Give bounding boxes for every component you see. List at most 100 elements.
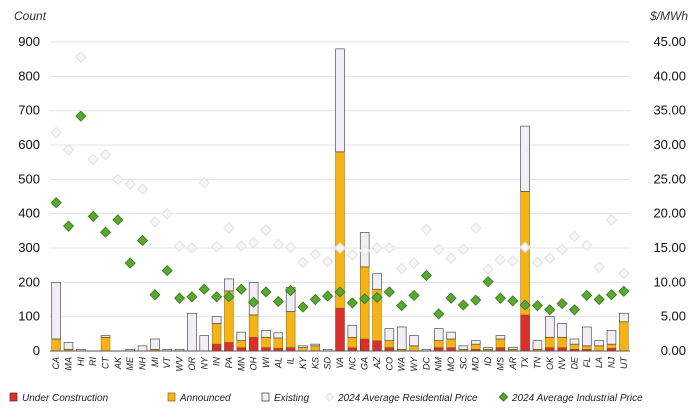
industrial-price-marker — [482, 276, 494, 288]
bar-existing — [520, 125, 530, 192]
bar-announced — [347, 337, 358, 348]
residential-price-marker — [568, 230, 581, 243]
residential-price-marker — [383, 242, 396, 254]
x-axis-category-labels: CA MA HI RI CT AK ME NH MI VT WV OR NY IN PA MN OH WI AL IL… — [51, 356, 629, 372]
residential-price-marker — [605, 213, 618, 226]
industrial-price-marker — [223, 291, 235, 303]
bar-existing — [532, 340, 543, 350]
industrial-price-marker — [248, 296, 260, 308]
legend-swatch — [324, 392, 335, 402]
residential-price-marker — [247, 236, 260, 249]
bar-announced — [619, 321, 629, 352]
bar-announced — [606, 343, 617, 349]
industrial-price-marker — [161, 265, 173, 277]
x-tick-label: OH — [249, 356, 259, 370]
y-tick-label-left: 200 — [18, 274, 40, 289]
industrial-price-marker — [470, 294, 482, 306]
y-tick-label-left: 800 — [18, 68, 40, 83]
y-axis-right-ticks: 0.00 5.00 10.00 15.00 20.00 25.00 30.00 35.00 40… — [653, 34, 686, 358]
industrial-price-marker — [359, 293, 371, 305]
residential-price-marker — [75, 51, 87, 63]
x-tick-label: AL — [273, 357, 283, 369]
residential-price-marker — [432, 243, 445, 256]
bar-existing — [569, 338, 580, 345]
industrial-price-marker — [149, 289, 161, 301]
x-tick-label: KY — [298, 356, 308, 369]
residential-price-marker — [173, 240, 186, 252]
x-tick-label: IN — [212, 356, 222, 366]
industrial-price-marker — [420, 269, 432, 282]
industrial-price-marker — [445, 292, 457, 304]
industrial-price-marker — [568, 304, 581, 316]
legend-label: Announced — [179, 393, 231, 404]
residential-price-marker — [112, 173, 124, 186]
bar-under-construction — [372, 340, 382, 352]
x-tick-label: FL — [582, 357, 592, 368]
bar-announced — [211, 323, 222, 345]
residential-price-marker — [321, 255, 334, 268]
industrial-price-marker — [235, 283, 247, 295]
x-tick-label: WY — [409, 356, 419, 371]
bar-existing — [63, 342, 74, 350]
bar-existing — [137, 345, 148, 352]
residential-price-marker — [198, 176, 211, 189]
x-tick-label: CT — [101, 356, 111, 369]
bar-existing — [310, 343, 321, 347]
industrial-price-marker — [309, 293, 321, 306]
y-tick-label-left: 400 — [18, 206, 40, 221]
residential-price-marker — [149, 216, 161, 228]
residential-price-marker — [346, 249, 359, 261]
bar-existing — [100, 335, 111, 338]
residential-price-marker — [580, 239, 593, 252]
x-tick-label: AZ — [372, 357, 382, 370]
y-tick-label-left: 500 — [18, 171, 40, 186]
industrial-price-marker — [581, 289, 593, 301]
industrial-price-marker — [136, 234, 149, 247]
bar-existing — [483, 347, 493, 350]
industrial-price-marker — [87, 210, 99, 222]
legend-swatch — [261, 392, 270, 402]
bar-announced — [285, 311, 296, 348]
bar-announced — [594, 345, 604, 352]
x-tick-label: MS — [495, 357, 505, 371]
residential-price-marker — [124, 178, 137, 190]
right-axis-label: $/MWh — [649, 9, 688, 23]
residential-price-marker — [556, 243, 568, 256]
residential-price-marker — [519, 241, 531, 254]
bar-existing — [372, 273, 382, 290]
x-tick-label: DE — [569, 356, 579, 369]
y-tick-label-right: 30.00 — [653, 137, 686, 152]
industrial-price-marker — [75, 110, 87, 122]
price-markers — [50, 51, 630, 320]
bar-under-construction — [545, 347, 555, 352]
x-tick-label: TX — [520, 356, 530, 368]
bar-existing — [199, 335, 209, 352]
x-tick-label: GA — [360, 357, 370, 370]
bar-existing — [495, 335, 506, 340]
x-tick-label: VT — [162, 356, 172, 369]
bar-existing — [619, 312, 629, 323]
bar-announced — [261, 337, 271, 348]
residential-price-marker — [593, 261, 605, 274]
x-tick-label: NC — [347, 357, 357, 370]
residential-price-marker — [617, 267, 630, 280]
legend: Under Construction Announced Existing 2024 … — [9, 392, 643, 404]
bar-existing — [335, 48, 345, 153]
industrial-price-marker — [272, 295, 284, 308]
residential-price-marker — [136, 183, 149, 195]
bar-announced — [409, 345, 419, 352]
y-tick-label-right: 20.00 — [653, 206, 686, 221]
industrial-price-marker — [396, 300, 408, 312]
residential-price-marker — [210, 240, 223, 253]
residential-price-marker — [395, 262, 408, 275]
bar-announced — [434, 340, 444, 348]
industrial-price-marker — [112, 214, 124, 226]
y-tick-label-left: 100 — [18, 309, 40, 324]
residential-price-marker — [62, 143, 75, 156]
bar-announced — [384, 340, 395, 348]
x-tick-label: NJ — [606, 357, 616, 368]
x-tick-label: LA — [594, 357, 604, 368]
bar-under-construction — [248, 337, 259, 352]
industrial-price-marker — [174, 292, 186, 304]
